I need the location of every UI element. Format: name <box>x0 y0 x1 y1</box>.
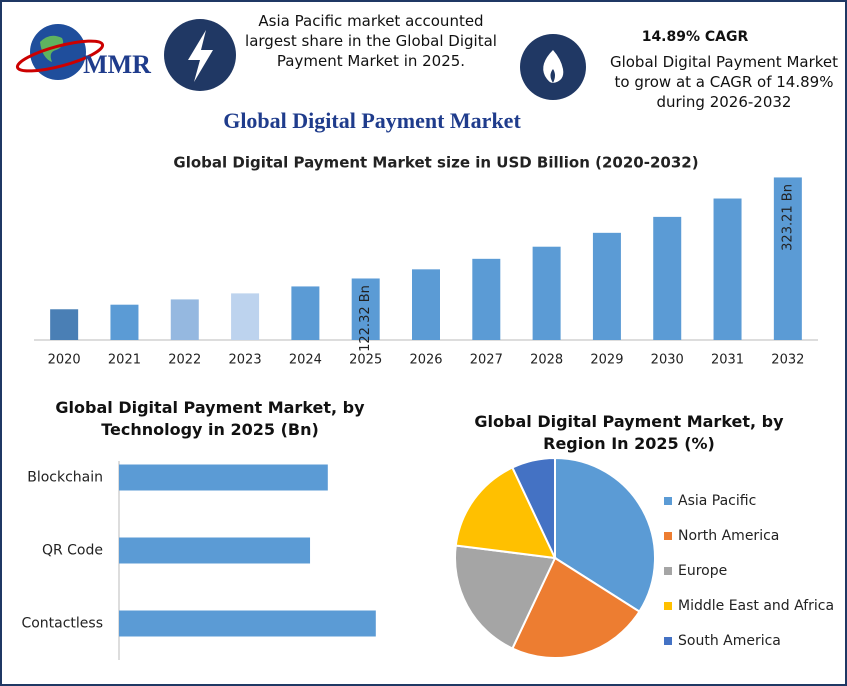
x-tick-label: 2022 <box>168 353 201 368</box>
flame-icon <box>520 34 586 100</box>
legend-label: Middle East and Africa <box>678 598 834 614</box>
legend-swatch <box>664 602 672 610</box>
bar <box>50 309 79 340</box>
x-tick-label: 2021 <box>108 353 141 368</box>
bar <box>351 278 380 340</box>
bar <box>119 464 328 491</box>
legend-swatch <box>664 497 672 505</box>
bar <box>773 177 802 340</box>
cagr-heading: 14.89% CAGR <box>641 29 749 45</box>
x-tick-label: 2024 <box>289 353 322 368</box>
lightning-icon <box>164 19 236 91</box>
chart-title: Global Digital Payment Market size in US… <box>173 154 698 172</box>
legend-swatch <box>664 532 672 540</box>
bar <box>119 537 311 564</box>
pie-slice <box>454 544 557 650</box>
x-tick-label: 2032 <box>771 353 804 368</box>
pie-slice <box>454 466 557 560</box>
bar <box>653 216 682 340</box>
bar <box>110 304 139 340</box>
x-tick-label: 2026 <box>409 353 442 368</box>
bar <box>592 232 621 340</box>
y-tick-label: Contactless <box>21 616 103 632</box>
x-tick-label: 2025 <box>349 353 382 368</box>
bar <box>532 246 561 340</box>
legend-label: Europe <box>678 563 727 579</box>
legend-label: South America <box>678 633 781 649</box>
legend-label: North America <box>678 528 779 544</box>
logo-text: MMR <box>83 50 151 79</box>
cagr-note: Global Digital Payment Market to grow at… <box>609 53 839 111</box>
bar <box>472 258 501 340</box>
bar <box>713 198 742 340</box>
x-tick-label: 2020 <box>48 353 81 368</box>
bar <box>412 269 440 340</box>
pie-title: Global Digital Payment Market, by Region… <box>474 412 784 453</box>
x-tick-label: 2030 <box>651 353 684 368</box>
bar <box>170 299 199 340</box>
main-title: Global Digital Payment Market <box>223 108 521 133</box>
bar <box>231 293 260 340</box>
legend-swatch <box>664 567 672 575</box>
pie-slice <box>511 456 556 559</box>
x-tick-label: 2029 <box>590 353 623 368</box>
legend-label: Asia Pacific <box>678 493 756 509</box>
bar <box>119 610 376 637</box>
value-label: 122.32 Bn <box>358 285 373 352</box>
value-label: 323.21 Bn <box>780 184 795 251</box>
x-tick-label: 2031 <box>711 353 744 368</box>
region-note: Asia Pacific market accounted largest sh… <box>245 12 497 70</box>
x-tick-label: 2023 <box>229 353 262 368</box>
x-tick-label: 2027 <box>470 353 503 368</box>
bar <box>291 286 320 340</box>
hbar-title: Global Digital Payment Market, by Techno… <box>55 398 365 439</box>
y-tick-label: QR Code <box>42 543 103 559</box>
logo-globe <box>15 24 105 80</box>
y-tick-label: Blockchain <box>27 470 103 486</box>
x-tick-label: 2028 <box>530 353 563 368</box>
legend-swatch <box>664 637 672 645</box>
